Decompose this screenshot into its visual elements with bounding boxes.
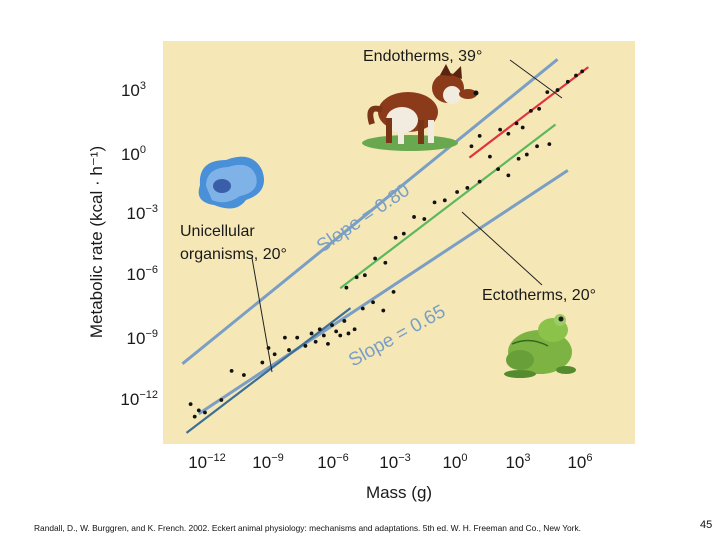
ectotherms-data-point [373, 256, 377, 261]
ectotherms-data-point [506, 173, 511, 178]
unicellular-organisms-data-point [334, 329, 339, 334]
unicellular-organisms-data-point [313, 339, 318, 344]
slope-0-80-line [181, 58, 559, 365]
ectotherms-data-point [344, 285, 349, 290]
ectotherms-data-point [393, 235, 398, 240]
unicellular-organisms-data-point [260, 360, 265, 365]
y-tick: 10−3 [127, 203, 158, 223]
unicellular-organisms-data-point [229, 368, 234, 373]
endotherms-data-point [520, 125, 525, 130]
ectotherms-data-point [524, 152, 529, 157]
x-tick: 10−12 [188, 452, 226, 472]
ectotherms-data-point [535, 144, 539, 149]
y-axis-title: Metabolic rate (kcal · h⁻¹) [87, 146, 106, 338]
x-tick: 103 [505, 452, 530, 472]
endotherms-data-point [580, 69, 585, 74]
ectotherms-data-point [412, 215, 416, 219]
endotherms-data-point [555, 88, 560, 92]
y-tick: 10−9 [127, 328, 158, 348]
ectotherms-data-point [383, 260, 388, 265]
endotherms-data-point [514, 121, 519, 126]
ectotherms-data-point [496, 167, 500, 172]
endotherms-data-point [488, 154, 492, 159]
unicellular-organisms-data-point [371, 300, 375, 305]
ectotherms-data-point [362, 273, 367, 278]
unicellular-organisms-data-point [203, 410, 207, 415]
unicellular-organisms-data-point [303, 344, 308, 348]
y-tick: 10−6 [127, 264, 158, 284]
unicellular-organisms-data-point [391, 289, 396, 294]
y-tick: 10−12 [120, 389, 158, 409]
x-tick: 10−6 [317, 452, 348, 472]
ectotherms-fit-line [339, 123, 557, 290]
unicellular-organisms-data-point [352, 327, 357, 332]
unicellular-organisms-data-point [309, 331, 314, 336]
endotherms-data-point [498, 127, 503, 132]
dog-illustration [362, 64, 479, 151]
endotherms-data-point [574, 73, 578, 78]
unicellular-organisms-data-point [321, 333, 326, 338]
x-tick: 10−3 [379, 452, 410, 472]
y-tick-labels: 103 100 10−3 10−6 10−9 10−12 [120, 80, 158, 409]
ectotherms-data-point [465, 185, 470, 190]
unicellular-organisms-data-point [242, 373, 246, 377]
unicellular-organisms-data-point [192, 414, 197, 419]
ectotherms-label: Ectotherms, 20° [482, 287, 596, 304]
endotherms-data-point [545, 90, 550, 95]
x-tick: 106 [567, 452, 592, 472]
endotherms-data-point [469, 144, 474, 149]
unicellular-organisms-data-point [330, 323, 334, 328]
ectotherms-data-point [477, 179, 482, 184]
unicellular-organisms-data-point [381, 308, 386, 313]
unicellular-leader-line [251, 257, 273, 373]
frog-illustration [504, 314, 576, 378]
unicellular-organisms-data-point [346, 331, 351, 336]
endotherms-data-point [529, 108, 533, 113]
data-points [188, 69, 585, 419]
y-tick: 100 [121, 144, 146, 164]
unicellular-label-line2: organisms, 20° [180, 246, 287, 263]
unicellular-organisms-data-point [272, 352, 277, 357]
unicellular-organisms-data-point [326, 341, 330, 346]
unicellular-organisms-data-point [219, 398, 224, 402]
citation-footer: Randall, D., W. Burggren, and K. French.… [34, 523, 581, 533]
cell-illustration [198, 156, 264, 209]
endotherms-label: Endotherms, 39° [363, 48, 482, 65]
unicellular-organisms-data-point [360, 306, 365, 311]
ectotherms-data-point [401, 231, 406, 236]
ectotherms-data-point [547, 142, 552, 147]
unicellular-organisms-data-point [338, 333, 343, 338]
endotherms-data-point [537, 106, 541, 111]
unicellular-fit-line [185, 307, 352, 434]
unicellular-organisms-data-point [295, 335, 300, 340]
endotherms-data-point [477, 133, 482, 138]
ectotherms-data-point [442, 198, 447, 203]
unicellular-organisms-data-point [196, 408, 201, 413]
unicellular-organisms-data-point [283, 335, 287, 340]
ectotherms-data-point [516, 156, 521, 161]
x-tick: 100 [442, 452, 467, 472]
ectotherms-data-point [455, 190, 459, 194]
endotherms-data-point [506, 131, 511, 136]
page-number: 45 [700, 519, 713, 531]
y-tick: 103 [121, 80, 146, 100]
unicellular-organisms-data-point [287, 348, 291, 352]
x-tick: 10−9 [252, 452, 283, 472]
unicellular-organisms-data-point [317, 327, 322, 332]
ectotherms-data-point [422, 217, 427, 221]
x-tick-labels: 10−12 10−9 10−6 10−3 100 103 106 [188, 452, 592, 472]
ectotherms-leader-line [461, 211, 543, 286]
endotherms-leader-line [509, 59, 563, 99]
unicellular-organisms-data-point [188, 402, 193, 407]
slope-0-65-line [197, 169, 569, 415]
ectotherms-data-point [432, 200, 437, 205]
unicellular-organisms-data-point [342, 319, 347, 323]
endotherms-data-point [565, 79, 570, 84]
ectotherms-data-point [354, 275, 359, 280]
unicellular-label-line1: Unicellular [180, 223, 255, 240]
x-axis-title: Mass (g) [366, 483, 432, 502]
